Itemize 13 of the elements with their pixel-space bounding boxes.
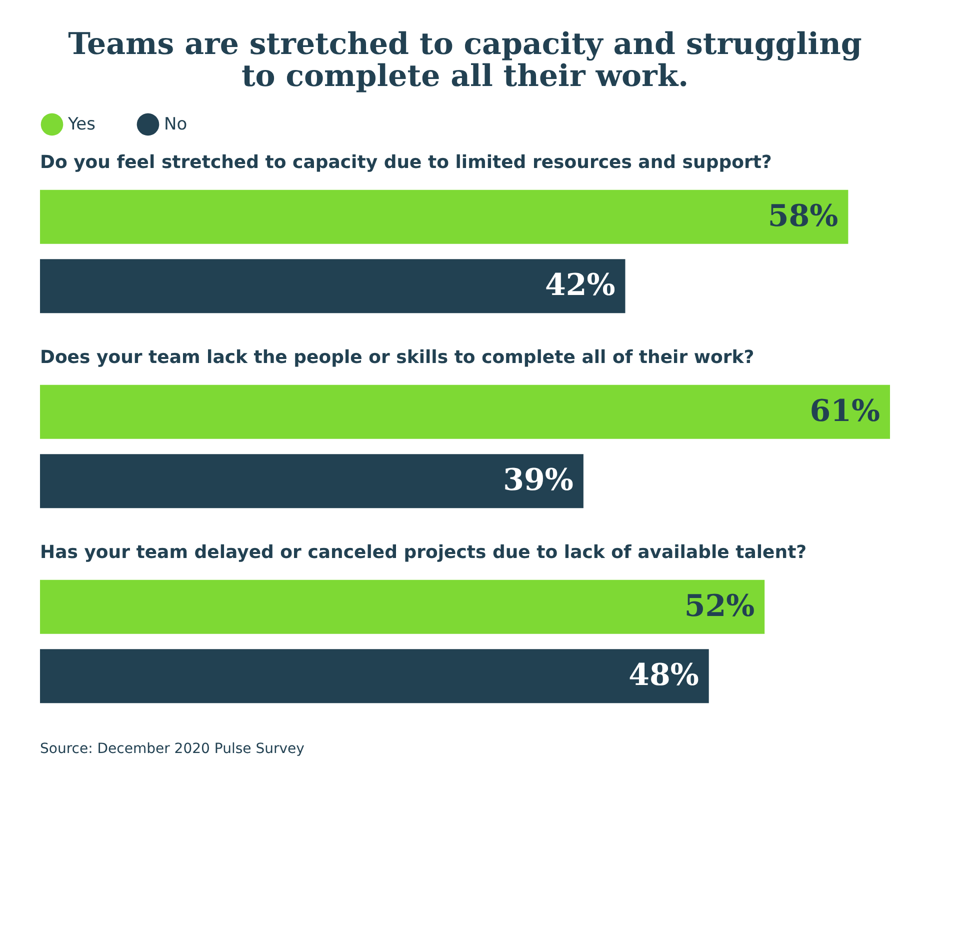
data-label: 39% <box>503 463 574 498</box>
y-tick-label: Has your team delayed or canceled projects due to lack of available talent? <box>40 542 807 563</box>
legend-label: Yes <box>67 114 96 134</box>
data-label: 52% <box>684 588 755 624</box>
y-tick-label: Do you feel stretched to capacity due to limited resources and support? <box>40 152 772 173</box>
data-label: 42% <box>544 268 616 304</box>
source-note: Source: December 2020 Pulse Survey <box>40 741 304 757</box>
legend-label: No <box>164 114 188 134</box>
data-label: 48% <box>628 658 699 694</box>
y-tick-label: Does your team lack the people or skills to complete all of their work? <box>40 347 754 368</box>
chart-title: Teams are stretched to capacity and struggling to complete all their work. <box>68 27 862 94</box>
data-label: 61% <box>810 394 880 429</box>
data-label: 58% <box>768 198 838 234</box>
